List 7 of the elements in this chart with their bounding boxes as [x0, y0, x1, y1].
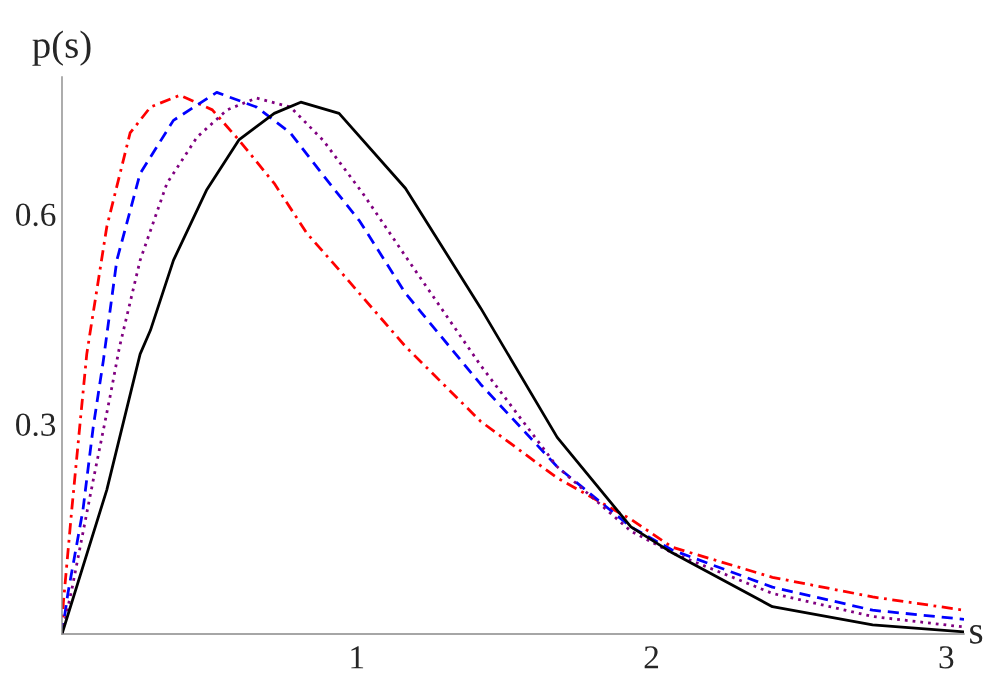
x-tick-label: 3: [939, 646, 954, 669]
y-tick-label: 0.3: [16, 413, 56, 437]
y-tick-label: 0.6: [16, 203, 56, 227]
y-axis-title: p(s): [32, 30, 91, 66]
x-tick-label: 2: [644, 646, 659, 669]
x-axis-title: s: [970, 625, 983, 644]
x-tick-label: 1: [351, 646, 364, 669]
